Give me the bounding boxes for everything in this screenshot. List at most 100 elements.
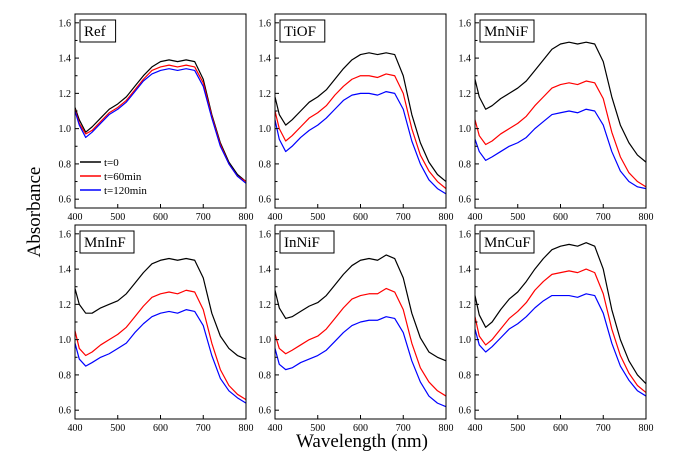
x-tick-label: 500 [510, 423, 525, 434]
y-tick-label: 0.6 [259, 406, 272, 417]
x-tick-label: 600 [353, 212, 368, 223]
series-line-mnnif-t0 [474, 41, 647, 163]
panel-mninf: 400 500 600 700 800 0.6 0.8 1.0 1.2 1.4 1.6 MnInF [59, 224, 254, 434]
x-tick-label: 400 [268, 212, 283, 223]
x-tick-label: 800 [239, 212, 254, 223]
series-line-mncuf-t120min [474, 293, 647, 397]
x-tick-label: 800 [439, 212, 454, 223]
series-line-tiof-t120min [274, 90, 447, 195]
y-tick-label: 1.0 [459, 124, 472, 135]
x-tick-label: 800 [239, 423, 254, 434]
x-tick-label: 800 [439, 423, 454, 434]
x-tick-label: 700 [196, 423, 211, 434]
series-line-mninf-t60min [74, 289, 247, 401]
y-tick-label: 1.2 [59, 89, 72, 100]
panel-title: InNiF [284, 235, 320, 251]
y-tick-label: 0.8 [259, 370, 272, 381]
series-line-mncuf-t60min [474, 268, 647, 394]
panel-title: TiOF [284, 24, 316, 40]
y-tick-label: 1.2 [459, 89, 472, 100]
legend-label: t=0 [104, 157, 119, 169]
x-tick-label: 400 [268, 423, 283, 434]
y-tick-label: 1.4 [59, 54, 72, 65]
plot-frame [474, 224, 647, 420]
y-tick-label: 1.6 [459, 18, 472, 29]
x-tick-label: 400 [68, 212, 83, 223]
y-tick-label: 0.8 [259, 159, 272, 170]
x-tick-label: 600 [553, 212, 568, 223]
y-tick-label: 1.4 [459, 265, 472, 276]
x-tick-label: 700 [396, 212, 411, 223]
panel-title-box [479, 230, 535, 254]
panel-tiof: 400 500 600 700 800 0.6 0.8 1.0 1.2 1.4 1.6 TiOF [259, 13, 454, 223]
y-tick-label: 1.2 [59, 300, 72, 311]
y-tick-label: 1.2 [259, 300, 272, 311]
y-tick-label: 1.6 [259, 18, 272, 29]
legend-label: t=120min [104, 185, 147, 197]
x-tick-label: 500 [310, 423, 325, 434]
x-tick-label: 700 [596, 423, 611, 434]
series-line-mnnif-t120min [474, 108, 647, 190]
x-tick-label: 400 [468, 423, 483, 434]
panel-title-box [79, 19, 117, 43]
series-line-innif-t120min [274, 316, 447, 408]
y-tick-label: 1.4 [259, 54, 272, 65]
x-tick-label: 500 [310, 212, 325, 223]
series-line-innif-t60min [274, 287, 447, 397]
y-tick-label: 0.6 [259, 195, 272, 206]
panel-mnnif: 400 500 600 700 800 0.6 0.8 1.0 1.2 1.4 1.6 MnNiF [459, 13, 654, 223]
y-axis-title: Absorbance [24, 167, 45, 258]
y-tick-label: 1.0 [59, 335, 72, 346]
series-line-mnnif-t60min [474, 80, 647, 188]
y-tick-label: 1.4 [259, 265, 272, 276]
y-tick-label: 0.6 [59, 406, 72, 417]
y-tick-label: 1.2 [459, 300, 472, 311]
x-tick-label: 600 [153, 423, 168, 434]
x-tick-label: 700 [196, 212, 211, 223]
y-tick-label: 1.2 [259, 89, 272, 100]
panel-title-box [279, 19, 326, 43]
x-tick-label: 600 [153, 212, 168, 223]
y-tick-label: 1.6 [259, 229, 272, 240]
y-tick-label: 1.4 [459, 54, 472, 65]
y-tick-label: 0.8 [459, 159, 472, 170]
legend-label: t=60min [104, 171, 142, 183]
plot-frame [474, 13, 647, 209]
panel-title: MnCuF [484, 235, 531, 251]
series-line-mncuf-t0 [474, 242, 647, 385]
panel-ref: 400 500 600 700 800 0.6 0.8 1.0 1.2 1.4 1.6 Ref t=0 t… [59, 13, 254, 223]
panel-innif: 400 500 600 700 800 0.6 0.8 1.0 1.2 1.4 1.6 InNiF [259, 224, 454, 434]
panel-title: Ref [84, 24, 106, 40]
y-tick-label: 1.0 [459, 335, 472, 346]
x-tick-label: 600 [553, 423, 568, 434]
y-tick-label: 1.0 [59, 124, 72, 135]
x-tick-label: 400 [68, 423, 83, 434]
x-tick-label: 700 [596, 212, 611, 223]
y-tick-label: 0.6 [459, 406, 472, 417]
series-line-tiof-t60min [274, 73, 447, 190]
panel-mncuf: 400 500 600 700 800 0.6 0.8 1.0 1.2 1.4 1.6 MnCuF [459, 224, 654, 434]
x-axis-title: Wavelength (nm) [296, 431, 428, 452]
plot-frame [74, 13, 247, 209]
y-tick-label: 1.6 [59, 229, 72, 240]
plot-frame [74, 224, 247, 420]
x-tick-label: 400 [468, 212, 483, 223]
y-tick-label: 1.0 [259, 335, 272, 346]
y-tick-label: 0.8 [459, 370, 472, 381]
y-tick-label: 0.8 [59, 370, 72, 381]
x-tick-label: 600 [353, 423, 368, 434]
x-tick-label: 500 [110, 212, 125, 223]
x-tick-label: 800 [639, 212, 654, 223]
y-tick-label: 1.6 [459, 229, 472, 240]
y-tick-label: 1.0 [259, 124, 272, 135]
series-line-tiof-t0 [274, 52, 447, 183]
panel-title-box [479, 19, 535, 43]
series-line-ref-t0 [74, 59, 247, 183]
x-tick-label: 500 [510, 212, 525, 223]
series-line-innif-t0 [274, 254, 447, 362]
x-tick-label: 800 [639, 423, 654, 434]
panel-title-box [79, 230, 135, 254]
panel-title: MnInF [84, 235, 126, 251]
